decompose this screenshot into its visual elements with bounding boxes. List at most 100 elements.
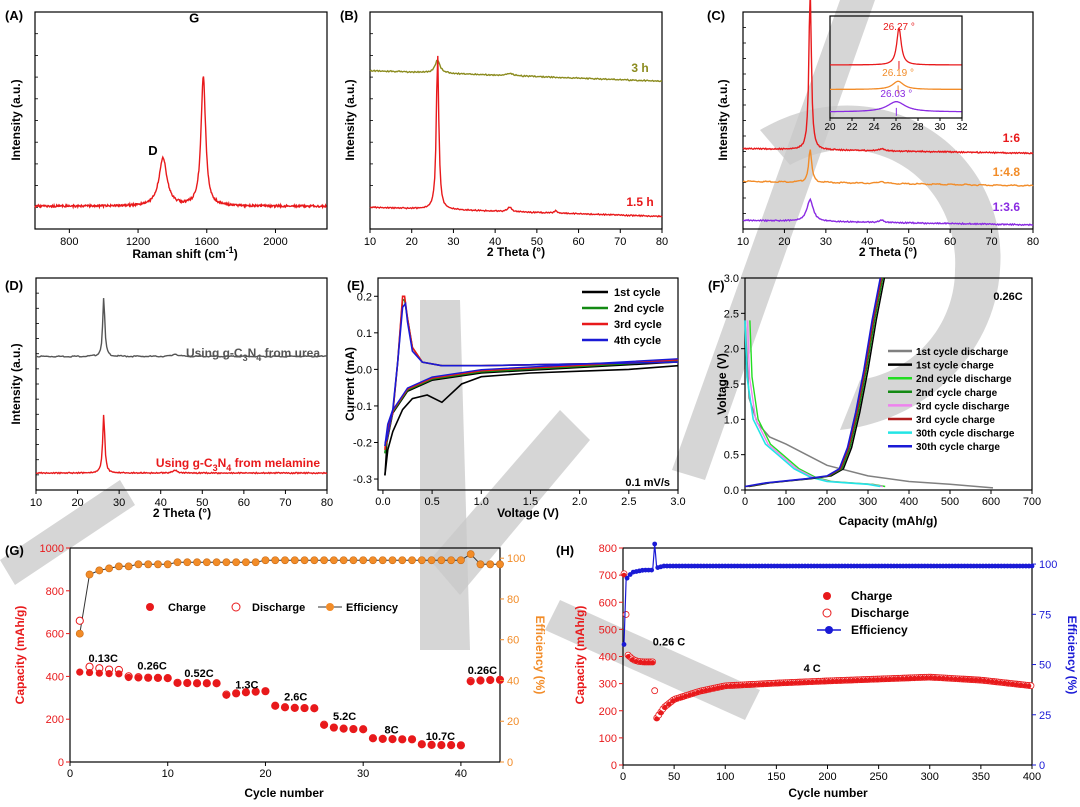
inset-peak-label: 26.19 °	[882, 68, 914, 79]
charge-point	[310, 704, 318, 712]
charge-point	[715, 685, 721, 691]
panel-f: (F) 0 100 200 300 400 500 600 700 0.0 0.5 1.0 1.5 2.0…	[708, 273, 1041, 528]
charge-point	[1010, 681, 1015, 687]
x-tick-label: 10	[737, 236, 749, 248]
efficiency-point	[271, 556, 280, 565]
x-tick-label: 30	[357, 768, 369, 780]
charge-point	[912, 675, 917, 681]
charge-point	[850, 678, 856, 683]
charge-point	[115, 670, 123, 678]
efficiency-point	[163, 560, 172, 569]
charge-point	[670, 698, 676, 704]
panel-label: (F)	[708, 278, 725, 293]
watermark-arc	[760, 105, 1001, 430]
efficiency-point	[242, 558, 250, 567]
x-tick-label: 0	[67, 768, 73, 780]
efficiency-point	[173, 558, 182, 567]
charge-point	[281, 703, 289, 712]
charge-point	[252, 688, 260, 696]
charge-point	[842, 678, 848, 684]
charge-point	[834, 678, 840, 684]
y-axis-label: Current (mA)	[343, 347, 357, 421]
xrd-line-1-5h	[369, 55, 663, 218]
plot-frame	[369, 11, 663, 230]
charge-point	[826, 679, 831, 684]
x-axis-label: Raman shift (cm-1)	[132, 245, 237, 261]
charge-point	[183, 679, 191, 687]
efficiency-point	[476, 560, 485, 569]
plot-frame	[377, 277, 679, 491]
charge-point	[993, 679, 999, 685]
charge-point	[398, 735, 406, 743]
efficiency-point	[466, 550, 475, 559]
x-tick-label: 70	[985, 236, 997, 248]
charge-point	[973, 677, 979, 683]
x-tick-label: 200	[818, 771, 836, 783]
charge-point	[300, 704, 309, 712]
charge-point	[948, 676, 954, 682]
x-tick-label: 2.0	[572, 496, 587, 508]
efficiency-point	[300, 556, 309, 565]
legend-label: 4th cycle	[614, 335, 661, 347]
panel-e: (E) 0.0 0.5 1.0 1.5 2.0 2.5 3.0 -0.3 -0.2 -0.1 0.0 0…	[343, 277, 686, 520]
charge-point	[924, 675, 930, 681]
charge-point	[695, 690, 701, 695]
legend-label: Discharge	[252, 602, 305, 614]
charge-point	[981, 678, 987, 684]
y-axis-label: Capacity (mAh/g)	[573, 606, 587, 705]
efficiency-point	[486, 560, 495, 569]
rate-label: 0.13C	[89, 653, 118, 665]
efficiency-point	[310, 556, 319, 565]
y-tick-label: 0.0	[357, 364, 372, 376]
inset-peak-label: 26.03 °	[880, 89, 912, 100]
charge-point	[85, 668, 94, 677]
y-tick-label: 1.5	[724, 379, 739, 391]
charge-point	[830, 678, 836, 684]
charge-point	[1014, 682, 1020, 687]
x-tick-label: 100	[777, 496, 795, 508]
charge-point	[756, 682, 762, 687]
y-axis-label: Capacity (mAh/g)	[13, 606, 27, 705]
charge-point	[154, 674, 162, 682]
y2-tick-label: 40	[507, 675, 519, 687]
y2-tick-label: 0	[507, 757, 513, 769]
x-tick-label: 1.5	[523, 496, 538, 508]
legend-label: 2nd cycle discharge	[916, 374, 1012, 385]
x-tick-label: 10	[30, 497, 42, 509]
charge-point	[871, 677, 876, 683]
x-tick-label: 10	[162, 768, 174, 780]
inset-peak-label: 26.27 °	[883, 22, 915, 33]
charge-point	[291, 704, 299, 712]
inset-line	[830, 27, 962, 66]
y-tick-label: 100	[599, 733, 617, 745]
efficiency-point	[193, 558, 201, 567]
charge-point	[662, 704, 668, 710]
rate-label: 8C	[384, 724, 398, 736]
y2-tick-label: 0	[1039, 760, 1045, 772]
x-axis-label: Voltage (V)	[497, 506, 559, 520]
charge-point	[891, 676, 897, 682]
charge-point	[1018, 682, 1024, 688]
charge-point	[719, 684, 725, 690]
charge-point	[944, 676, 950, 681]
charge-point	[907, 675, 913, 681]
label-text: N	[248, 346, 257, 360]
panel-a: (A) D G 800 1200 1600 2000 Raman shift (cm-1) In…	[5, 8, 328, 261]
charge-point	[965, 677, 970, 683]
charge-point	[330, 724, 338, 732]
y2-tick-label: 20	[507, 716, 519, 728]
efficiency-point	[427, 556, 436, 565]
y2-tick-label: 100	[1039, 559, 1057, 571]
charge-point	[1006, 681, 1011, 686]
efficiency-point	[349, 556, 358, 565]
x-tick-label: 400	[1023, 771, 1041, 783]
inset-x-tick-label: 26	[890, 122, 902, 133]
y-tick-label: 500	[599, 624, 617, 636]
charge-point	[997, 680, 1003, 686]
charge-point	[916, 675, 921, 681]
efficiency-point	[212, 558, 221, 567]
charge-point	[813, 679, 819, 685]
series-label: 1:3.6	[993, 200, 1021, 214]
peak-label: G	[189, 11, 199, 26]
charge-point	[76, 668, 84, 676]
